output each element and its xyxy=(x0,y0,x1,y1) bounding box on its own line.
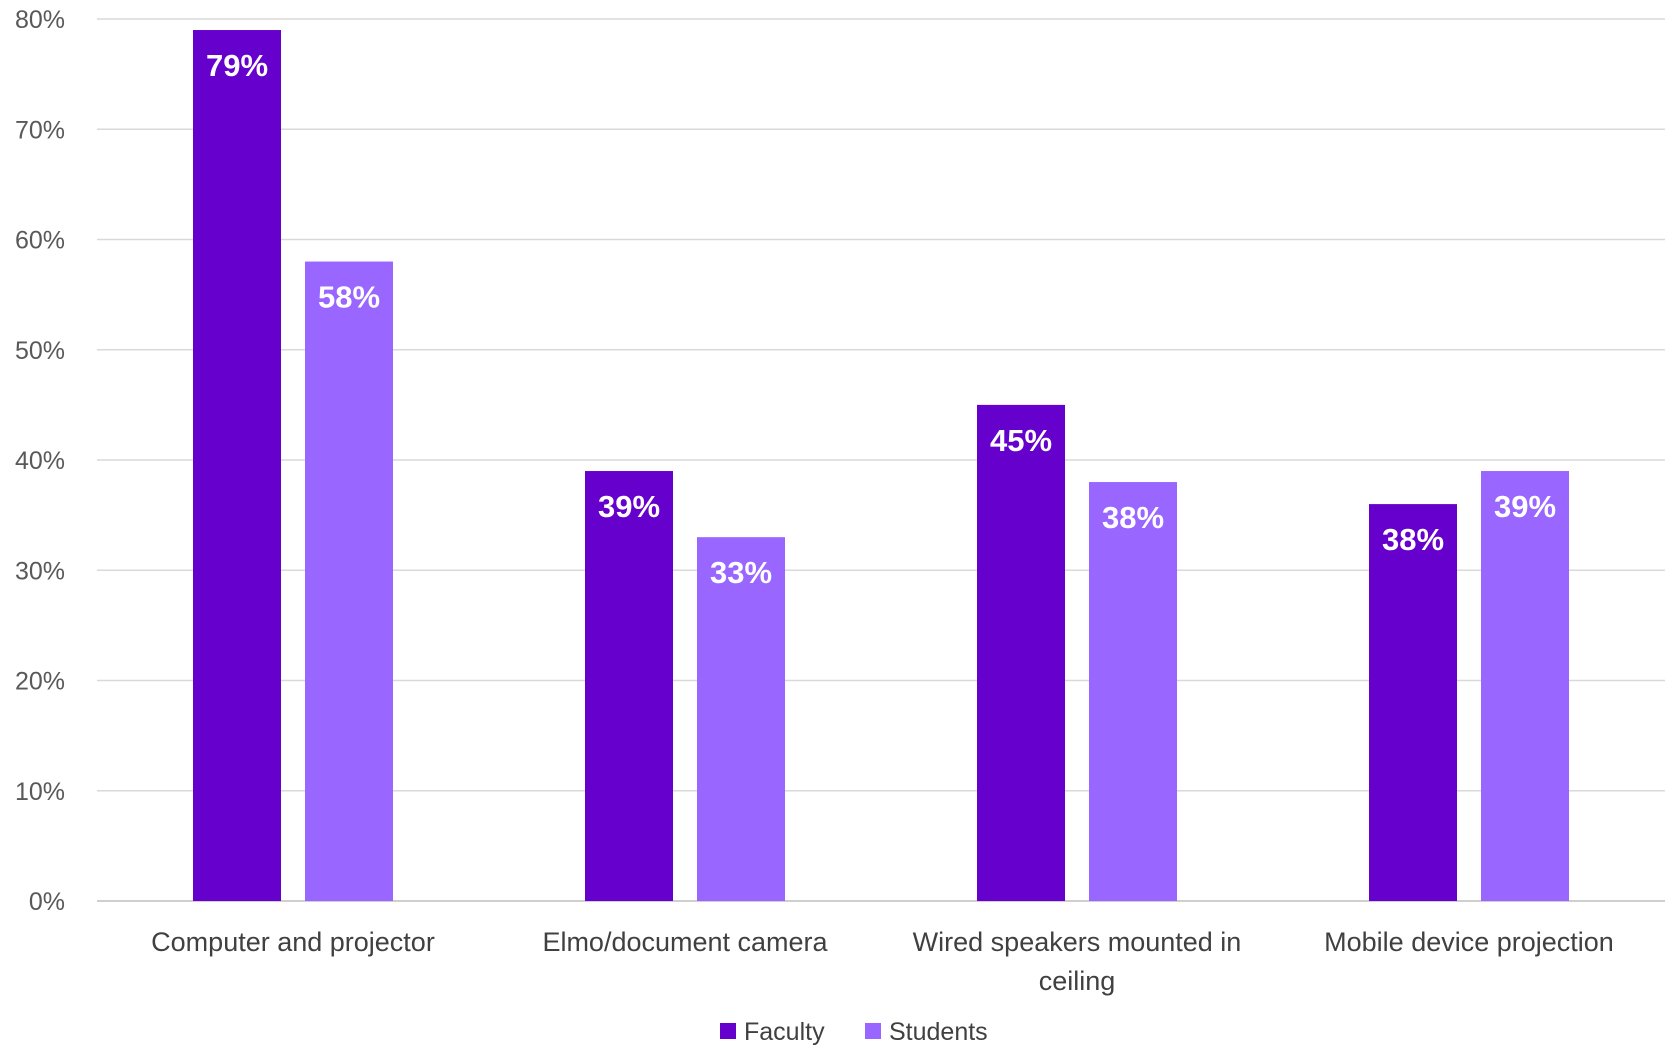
bar-students-2 xyxy=(1089,482,1177,901)
legend-swatch-students xyxy=(865,1023,881,1039)
y-tick-label: 10% xyxy=(15,778,65,806)
data-label: 38% xyxy=(1102,500,1164,535)
data-label: 39% xyxy=(1494,489,1556,524)
y-tick-label: 80% xyxy=(15,6,65,34)
bar-faculty-1 xyxy=(585,471,673,901)
x-tick-label: ceiling xyxy=(1039,966,1116,996)
y-tick-label: 20% xyxy=(15,668,65,696)
data-label: 33% xyxy=(710,555,772,590)
x-tick-label: Mobile device projection xyxy=(1324,927,1614,957)
legend-swatch-faculty xyxy=(720,1023,736,1039)
data-label: 45% xyxy=(990,423,1052,458)
bar-students-0 xyxy=(305,261,393,901)
x-tick-label: Elmo/document camera xyxy=(542,927,828,957)
x-tick-label: Wired speakers mounted in xyxy=(913,927,1242,957)
y-tick-label: 60% xyxy=(15,227,65,255)
legend-label: Students xyxy=(889,1018,988,1046)
bar-faculty-3 xyxy=(1369,504,1457,901)
y-tick-label: 50% xyxy=(15,337,65,365)
y-tick-label: 0% xyxy=(29,888,65,916)
bar-faculty-2 xyxy=(977,404,1065,901)
data-label: 58% xyxy=(318,280,380,315)
data-label: 79% xyxy=(206,48,268,83)
data-label: 39% xyxy=(598,489,660,524)
y-tick-label: 40% xyxy=(15,447,65,475)
bar-faculty-0 xyxy=(193,30,281,901)
data-label: 38% xyxy=(1382,522,1444,557)
bar-students-3 xyxy=(1481,471,1569,901)
y-tick-label: 30% xyxy=(15,557,65,585)
legend: Faculty Students xyxy=(720,1018,988,1046)
y-axis: 0% 10% 20% 30% 40% 50% 60% 70% 80% xyxy=(15,6,65,916)
y-tick-label: 70% xyxy=(15,116,65,144)
bar-students-1 xyxy=(697,537,785,901)
x-axis: Computer and projector Elmo/document came… xyxy=(151,927,1614,996)
x-tick-label: Computer and projector xyxy=(151,927,435,957)
bars: 79% 58% 39% 33% 45% 38% 38% 39% xyxy=(193,30,1569,901)
legend-label: Faculty xyxy=(744,1018,825,1046)
